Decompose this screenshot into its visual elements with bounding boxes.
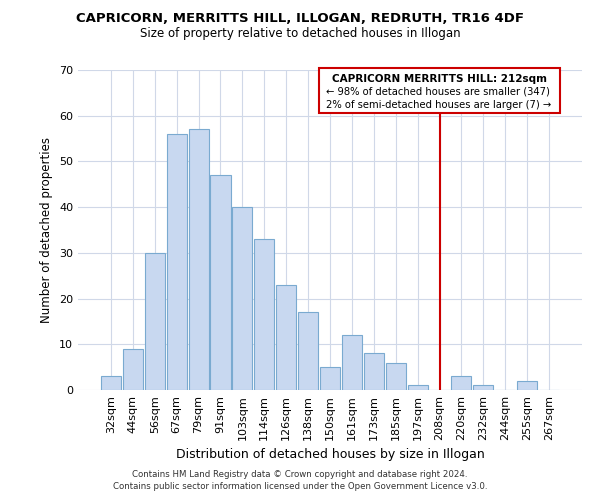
Text: Contains HM Land Registry data © Crown copyright and database right 2024.: Contains HM Land Registry data © Crown c… — [132, 470, 468, 479]
Bar — [517, 381, 537, 390]
Bar — [451, 376, 472, 390]
Bar — [211, 175, 230, 390]
Bar — [123, 349, 143, 390]
Bar — [473, 386, 493, 390]
X-axis label: Distribution of detached houses by size in Illogan: Distribution of detached houses by size … — [176, 448, 484, 462]
Text: ← 98% of detached houses are smaller (347): ← 98% of detached houses are smaller (34… — [326, 86, 550, 96]
Text: 2% of semi-detached houses are larger (7) →: 2% of semi-detached houses are larger (7… — [326, 100, 551, 110]
Bar — [386, 362, 406, 390]
Bar — [145, 253, 165, 390]
Bar — [320, 367, 340, 390]
Text: Contains public sector information licensed under the Open Government Licence v3: Contains public sector information licen… — [113, 482, 487, 491]
Bar — [167, 134, 187, 390]
Bar — [364, 354, 384, 390]
Text: CAPRICORN MERRITTS HILL: 212sqm: CAPRICORN MERRITTS HILL: 212sqm — [332, 74, 547, 84]
Bar — [101, 376, 121, 390]
Bar — [319, 68, 560, 114]
Bar — [276, 285, 296, 390]
Bar — [188, 130, 209, 390]
Bar — [232, 207, 253, 390]
Bar — [298, 312, 318, 390]
Bar — [342, 335, 362, 390]
Text: Size of property relative to detached houses in Illogan: Size of property relative to detached ho… — [140, 28, 460, 40]
Bar — [407, 386, 428, 390]
Bar — [254, 239, 274, 390]
Text: CAPRICORN, MERRITTS HILL, ILLOGAN, REDRUTH, TR16 4DF: CAPRICORN, MERRITTS HILL, ILLOGAN, REDRU… — [76, 12, 524, 26]
Y-axis label: Number of detached properties: Number of detached properties — [40, 137, 53, 323]
